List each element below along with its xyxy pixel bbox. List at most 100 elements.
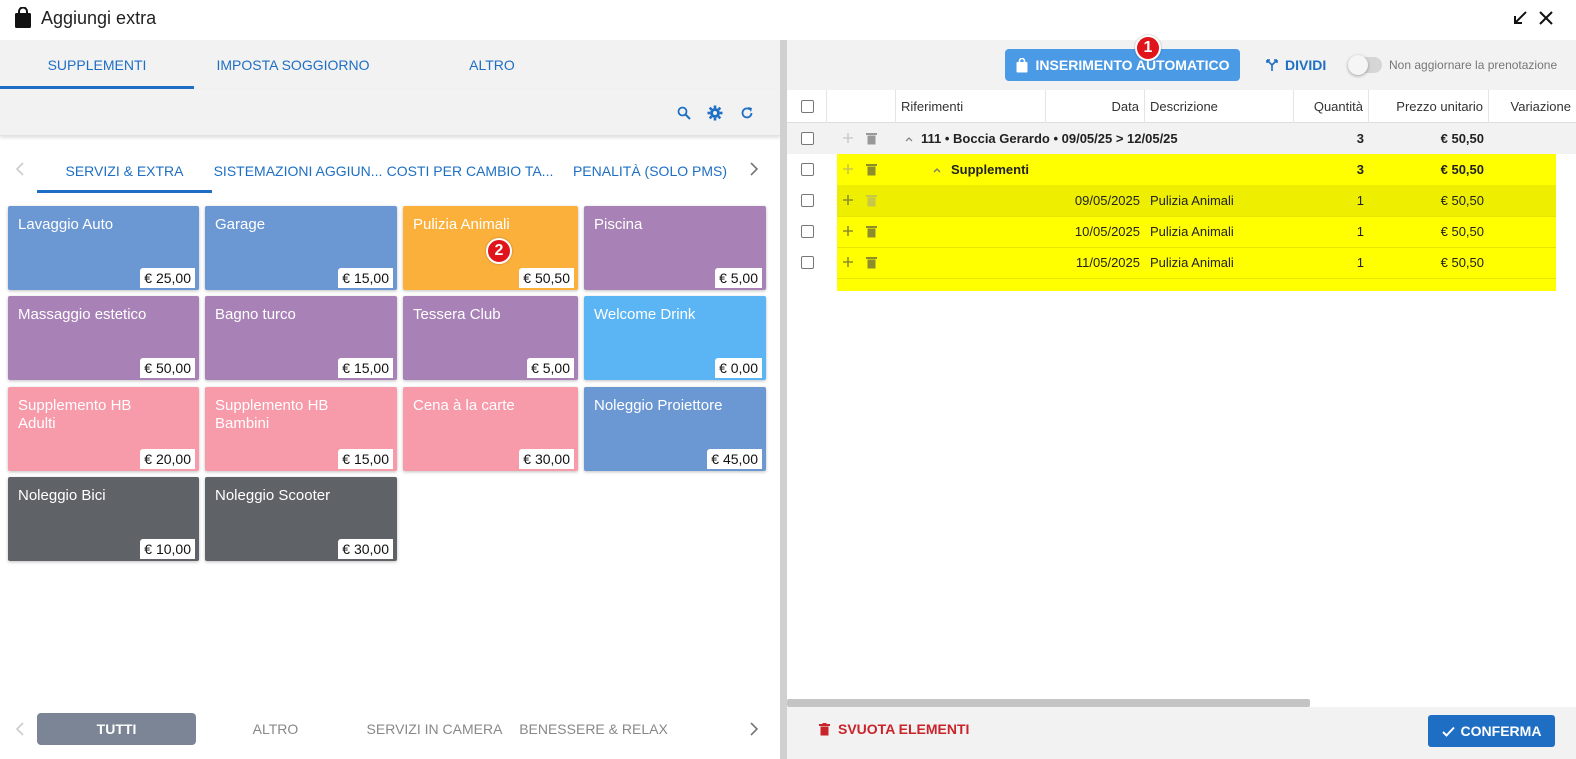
cat-tab-sistemazioni[interactable]: SISTEMAZIONI AGGIUN... [213,163,383,179]
plus-icon[interactable] [841,255,855,269]
plus-icon[interactable] [841,193,855,207]
divide-label: DIVIDI [1285,57,1327,73]
row-date: 09/05/2025 [1074,193,1140,208]
trash-icon [819,722,830,735]
tile-massaggio-estetico[interactable]: Massaggio estetico € 50,00 [8,296,199,380]
row-date: 10/05/2025 [1074,224,1140,239]
confirm-button[interactable]: CONFERMA [1428,715,1555,747]
tile-noleggio-scooter[interactable]: Noleggio Scooter € 30,00 [205,477,397,561]
chevron-left-icon[interactable] [10,719,30,739]
group-qty: 3 [1356,131,1364,146]
window-title: Aggiungi extra [41,8,157,28]
auto-insert-button[interactable]: INSERIMENTO AUTOMATICO [1005,49,1240,81]
col-data[interactable]: Data [1046,90,1145,123]
tile-supplemento-hb-bambini[interactable]: Supplemento HB Bambini € 15,00 [205,387,397,471]
tile-supplemento-hb-adulti[interactable]: Supplemento HB Adulti € 20,00 [8,387,199,471]
bottom-tab-tutti[interactable]: TUTTI [37,713,196,745]
right-footer: SVUOTA ELEMENTI CONFERMA [787,707,1576,759]
col-riferimenti[interactable]: Riferimenti [896,90,1046,123]
col-variazione[interactable]: Variazione [1510,99,1571,114]
tile-noleggio-proiettore[interactable]: Noleggio Proiettore € 45,00 [584,387,766,471]
window-titlebar: Aggiungi extra [0,0,1576,40]
trash-icon[interactable] [864,162,878,176]
row-desc: Pulizia Animali [1150,255,1234,270]
collapse-icon[interactable] [902,132,916,146]
tile-garage[interactable]: Garage € 15,00 [205,206,397,290]
no-update-toggle[interactable] [1348,55,1382,75]
refresh-icon[interactable] [737,103,757,123]
panel-divider[interactable] [780,40,787,759]
split-icon [1266,59,1278,71]
close-icon[interactable] [1534,6,1558,30]
search-icon[interactable] [674,103,694,123]
row-checkbox[interactable] [801,132,814,145]
row-checkbox[interactable] [801,256,814,269]
row-checkbox[interactable] [801,194,814,207]
group-price: € 50,50 [1440,131,1484,146]
trash-icon[interactable] [864,255,878,269]
row-desc: Pulizia Animali [1150,224,1234,239]
tab-imposta-soggiorno[interactable]: IMPOSTA SOGGIORNO [216,56,370,73]
row-checkbox[interactable] [801,225,814,238]
cat-tab-servizi-extra[interactable]: SERVIZI & EXTRA [37,149,212,193]
clear-items-button[interactable]: SVUOTA ELEMENTI [819,721,969,737]
subgroup-label: Supplementi [951,162,1030,177]
trash-icon[interactable] [864,193,878,207]
group-row[interactable]: 111 • Boccia Gerardo • 09/05/25 > 12/05/… [787,123,1576,154]
row-checkbox[interactable] [801,163,814,176]
minimize-icon[interactable] [1508,6,1532,30]
col-quantita[interactable]: Quantità [1294,90,1369,123]
group-label: 111 • Boccia Gerardo • 09/05/25 > 12/05/… [921,131,1178,146]
chevron-left-icon[interactable] [10,159,30,179]
horizontal-scrollbar[interactable] [787,699,1310,707]
cat-tab-penalita[interactable]: PENALITÀ (SOLO PMS) [572,163,728,179]
divide-button[interactable]: DIVIDI [1265,49,1326,81]
tile-noleggio-bici[interactable]: Noleggio Bici € 10,00 [8,477,199,561]
top-tabs: SUPPLEMENTI IMPOSTA SOGGIORNO ALTRO [0,40,780,89]
tile-piscina[interactable]: Piscina € 5,00 [584,206,766,290]
cat-tab-costi-cambio[interactable]: COSTI PER CAMBIO TA... [386,163,554,179]
row-price: € 50,50 [1440,255,1484,270]
trash-icon[interactable] [864,131,878,145]
subgroup-row[interactable]: Supplementi 3 € 50,50 [787,154,1576,185]
clear-items-label: SVUOTA ELEMENTI [838,721,970,737]
trash-icon[interactable] [864,224,878,238]
select-all-checkbox[interactable] [801,100,814,113]
row-price: € 50,50 [1440,193,1484,208]
tile-lavaggio-auto[interactable]: Lavaggio Auto € 25,00 [8,206,199,290]
chevron-right-icon[interactable] [744,719,764,739]
bottom-tabs: TUTTI ALTRO SERVIZI IN CAMERA BENESSERE … [0,707,780,751]
tile-welcome-drink[interactable]: Welcome Drink € 0,00 [584,296,766,380]
table-row[interactable]: 09/05/2025 Pulizia Animali 1 € 50,50 [787,185,1576,216]
table-row[interactable]: 11/05/2025 Pulizia Animali 1 € 50,50 [787,247,1576,278]
check-icon [1441,726,1455,737]
col-prezzo-unitario[interactable]: Prezzo unitario [1369,90,1489,123]
confirm-label: CONFERMA [1460,723,1542,739]
tab-altro[interactable]: ALTRO [469,56,515,73]
shopping-bag-icon [14,6,32,34]
gear-icon[interactable] [705,103,725,123]
col-descrizione[interactable]: Descrizione [1145,90,1294,123]
bottom-tab-servizi-in-camera[interactable]: SERVIZI IN CAMERA [366,721,503,737]
shopping-bag-icon [1016,57,1028,72]
plus-icon[interactable] [841,224,855,238]
row-desc: Pulizia Animali [1150,193,1234,208]
table-row[interactable]: 10/05/2025 Pulizia Animali 1 € 50,50 [787,216,1576,247]
tile-bagno-turco[interactable]: Bagno turco € 15,00 [205,296,397,380]
tab-supplementi[interactable]: SUPPLEMENTI [0,40,194,89]
plus-icon[interactable] [841,131,855,145]
collapse-icon[interactable] [930,163,944,177]
row-qty: 1 [1356,224,1364,239]
subgroup-price: € 50,50 [1440,162,1484,177]
tools-bar [0,89,780,136]
row-price: € 50,50 [1440,224,1484,239]
tile-cena-a-la-carte[interactable]: Cena à la carte € 30,00 [403,387,578,471]
step-badge-2: 2 [486,238,512,264]
chevron-right-icon[interactable] [744,159,764,179]
bottom-tab-benessere-relax[interactable]: BENESSERE & RELAX [519,721,668,737]
bottom-tab-altro[interactable]: ALTRO [252,721,299,737]
row-qty: 1 [1356,193,1364,208]
subgroup-qty: 3 [1356,162,1364,177]
plus-icon[interactable] [841,162,855,176]
tile-tessera-club[interactable]: Tessera Club € 5,00 [403,296,578,380]
